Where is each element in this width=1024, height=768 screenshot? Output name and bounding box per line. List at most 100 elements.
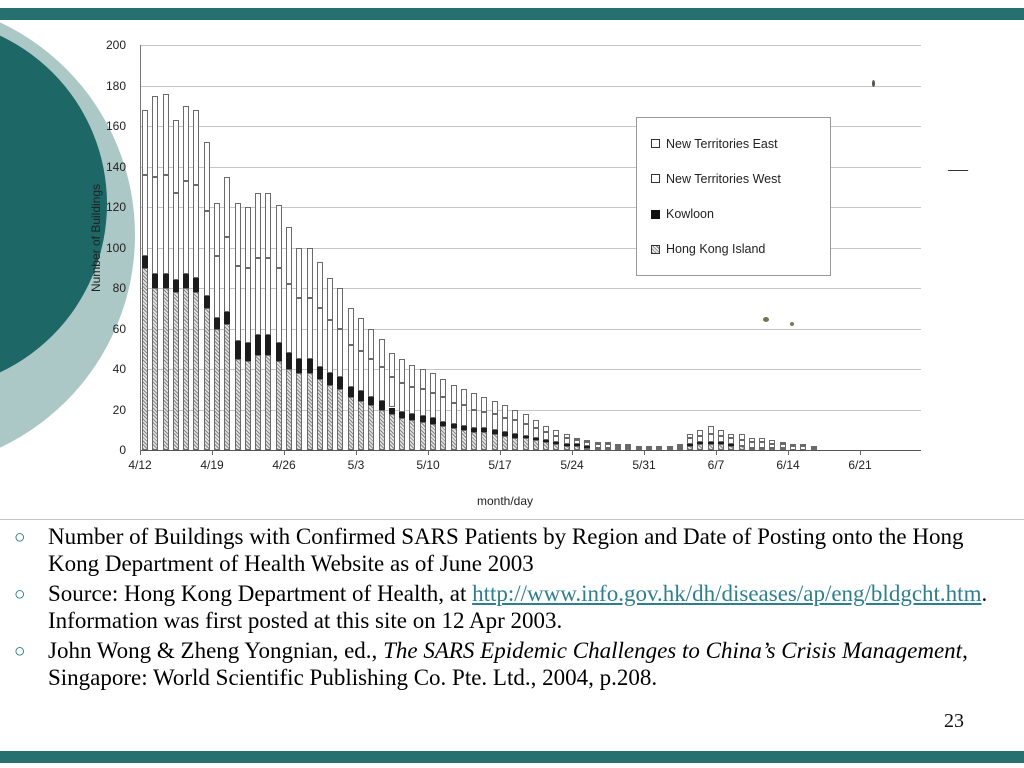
bar-segment [522, 423, 529, 436]
bar-segment [635, 445, 642, 448]
bar-segment [574, 437, 580, 440]
bar-segment [491, 429, 498, 434]
bar-segment [676, 447, 683, 450]
bar-segment [707, 433, 714, 442]
bar-segment [543, 439, 550, 442]
bar-segment [296, 247, 303, 299]
bar-segment [275, 342, 282, 361]
bar-segment [234, 202, 241, 266]
bar-segment [769, 447, 776, 450]
bar-segment [687, 433, 694, 438]
bar-segment [584, 441, 591, 446]
bar-segment [409, 364, 416, 388]
bar-segment [574, 439, 580, 444]
bar-segment [430, 417, 436, 424]
bar-segment [172, 192, 179, 280]
bar-segment [502, 417, 508, 432]
bar-segment [440, 421, 447, 426]
bullet-circle-icon: ○ [14, 583, 26, 605]
bar-segment [358, 350, 364, 392]
bar-segment [162, 288, 169, 450]
gridline [141, 126, 921, 127]
bar-segment [450, 427, 457, 450]
bar-segment [718, 443, 724, 450]
bar-segment [337, 377, 344, 390]
x-tick-label: 4/26 [272, 458, 296, 472]
bar-segment [378, 338, 385, 367]
bar-segment [502, 431, 508, 436]
bar-segment [440, 397, 447, 422]
gridline [141, 409, 921, 411]
bar-segment [707, 425, 714, 434]
bullet-circle-icon: ○ [14, 640, 26, 662]
bar-segment [574, 445, 580, 450]
bar-segment [388, 377, 395, 408]
bar-segment [769, 443, 776, 448]
bar-segment [347, 344, 354, 388]
bar-segment [502, 405, 508, 418]
bar-segment [306, 373, 313, 450]
bar-segment [388, 407, 395, 414]
x-tick-label: 5/24 [560, 458, 584, 472]
bar-segment [286, 352, 292, 369]
bar-segment [399, 383, 406, 412]
bar-segment [718, 441, 724, 444]
bar-segment [532, 437, 539, 440]
bar-segment [553, 429, 560, 436]
bar-segment [584, 439, 591, 442]
bar-segment [419, 369, 426, 390]
y-tick-label: 120 [105, 200, 126, 214]
bar-segment [172, 119, 179, 193]
legend-item-nt-west: New Territories West [651, 172, 826, 186]
bar-segment [255, 192, 262, 258]
bar-segment [244, 342, 251, 361]
legend-label: Hong Kong Island [666, 242, 766, 257]
bar-segment [337, 328, 344, 378]
bar-segment [532, 419, 539, 428]
bar-segment [224, 312, 231, 325]
legend-label: New Territories West [666, 171, 781, 186]
bar-segment [759, 437, 766, 442]
y-axis-tick-labels: 0 20 40 60 80 100 120 140 160 180 200 [92, 38, 132, 457]
bar-segment [625, 447, 632, 450]
section-divider [0, 519, 1024, 520]
y-tick-label: 180 [105, 78, 126, 93]
x-tick-label: 4/12 [128, 458, 152, 472]
bar-segment [728, 443, 735, 446]
bar-segment [728, 433, 735, 438]
legend-item-kowloon: Kowloon [651, 207, 826, 221]
bar-segment [183, 105, 190, 181]
bar-segment [388, 413, 395, 450]
bar-segment [172, 292, 179, 450]
bar-segment [409, 413, 416, 420]
bar-segment [697, 441, 704, 444]
bar-segment [563, 445, 570, 450]
bar-segment [399, 417, 406, 450]
bar-segment [275, 360, 282, 450]
x-tick-label: 4/19 [200, 458, 224, 472]
bar-segment [286, 283, 292, 353]
open-square-swatch-icon [651, 139, 660, 149]
x-tick [788, 451, 789, 455]
bar-segment [368, 397, 375, 406]
bar-segment [635, 447, 642, 450]
x-tick-label: 5/10 [416, 458, 440, 472]
bar-segment [450, 385, 457, 404]
legend-label: New Territories East [666, 136, 778, 151]
x-tick [500, 451, 501, 455]
bar-segment [162, 93, 169, 175]
bar-segment [800, 443, 807, 446]
x-tick-label: 6/21 [848, 458, 872, 472]
bar-segment [419, 421, 426, 450]
bar-segment [471, 431, 478, 450]
source-url-link[interactable]: http://www.info.gov.hk/dh/diseases/ap/en… [472, 580, 982, 606]
bar-segment [512, 409, 519, 420]
bar-segment [522, 437, 529, 450]
gridline [141, 166, 921, 168]
bar-segment [481, 431, 488, 450]
bar-segment [347, 308, 354, 345]
gridline [141, 207, 921, 208]
bar-segment [522, 435, 529, 438]
bar-segment [399, 358, 406, 384]
bar-segment [471, 409, 478, 428]
